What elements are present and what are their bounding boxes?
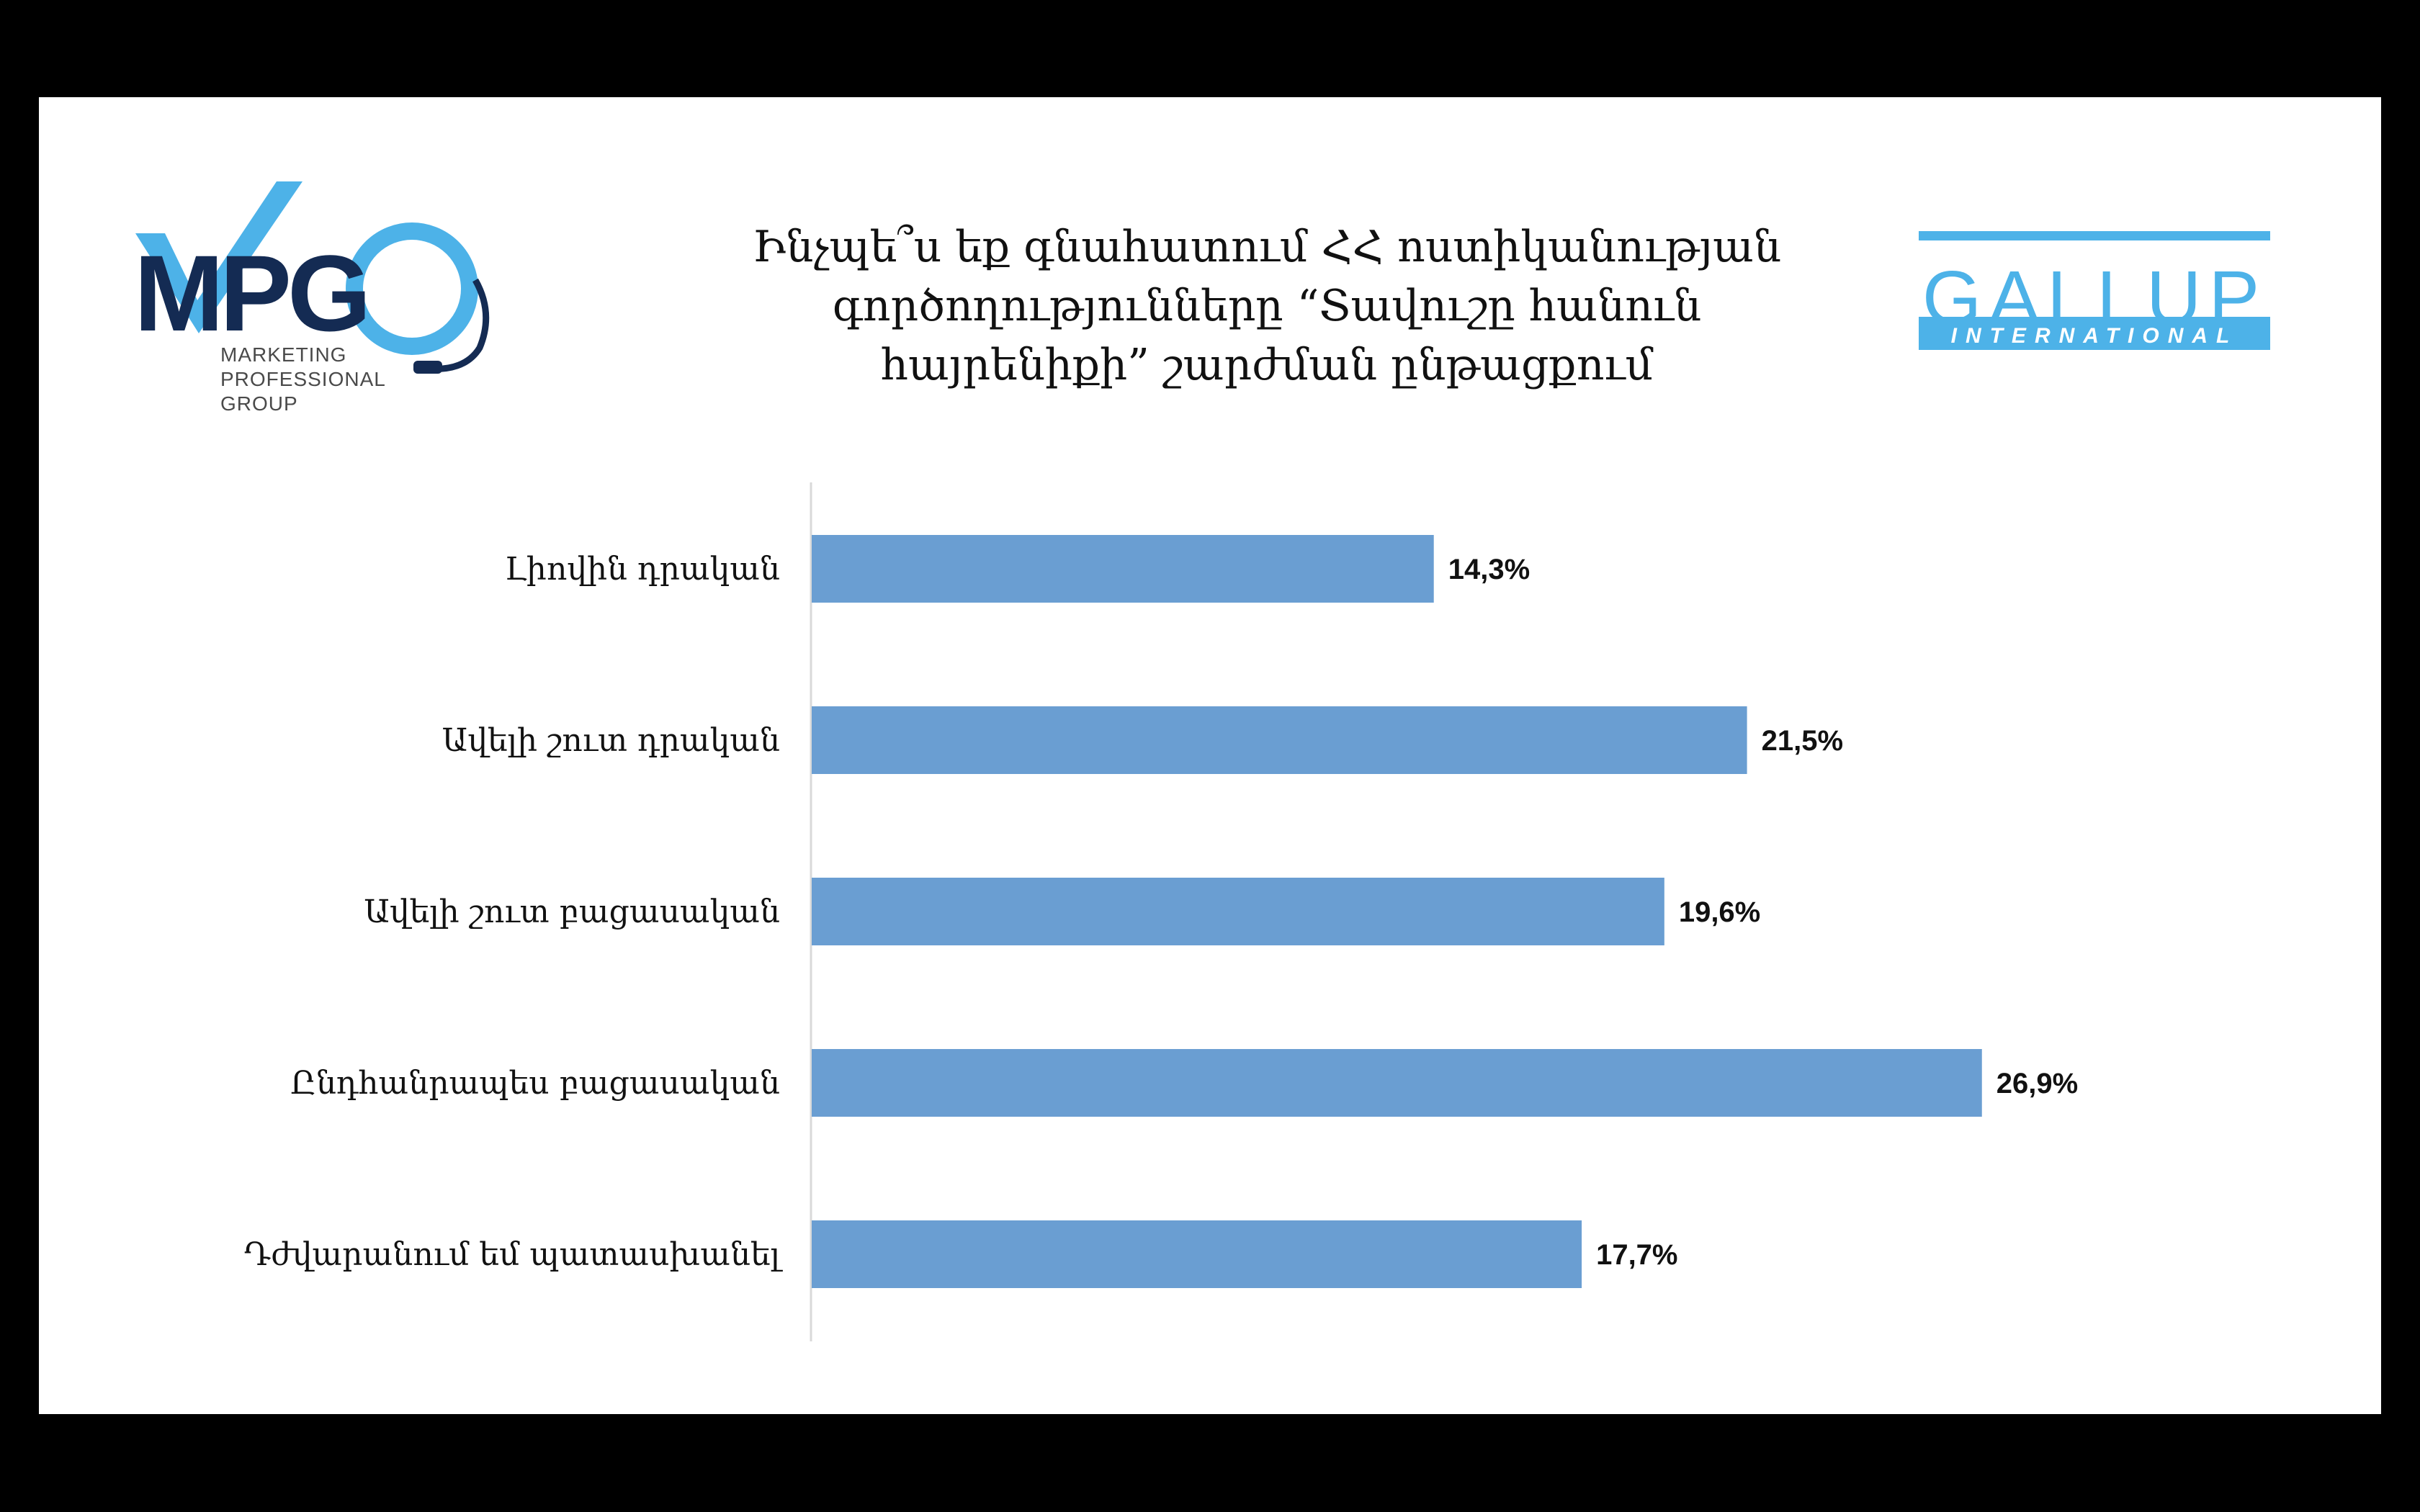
category-label-1: Լիովին դրական	[505, 551, 780, 588]
value-label-5: 17,7%	[1596, 1239, 1677, 1271]
bar-4	[812, 1049, 1982, 1117]
chart-area: MPG MARKETING PROFESSIONAL GROUP Ինչպե՞ս…	[134, 181, 2270, 1341]
value-label-3: 19,6%	[1679, 896, 1760, 928]
category-label-2: Ավելի շուտ դրական	[442, 722, 780, 759]
value-label-1: 14,3%	[1448, 554, 1530, 585]
title-line-2: գործողությունները “Տավուշը հանուն	[833, 281, 1701, 331]
title-line-1: Ինչպե՞ս եք գնահատում ՀՀ ոստիկանության	[753, 222, 1781, 272]
category-label-5: Դժվարանում եմ պատասխանել	[244, 1236, 784, 1273]
mpg-logo-mark: MPG	[134, 233, 367, 354]
mpg-logo: MPG MARKETING PROFESSIONAL GROUP	[134, 181, 490, 415]
mpg-headset-ring	[346, 222, 478, 355]
mpg-check-mark	[135, 181, 302, 333]
value-label-2: 21,5%	[1762, 725, 1843, 757]
mpg-line-3: GROUP	[220, 392, 298, 415]
gallup-international-logo: GALLUP INTERNATIONAL	[1919, 231, 2270, 350]
chart-title: Ինչպե՞ս եք գնահատում ՀՀ ոստիկանության գո…	[753, 222, 1781, 390]
slide-canvas: MPG MARKETING PROFESSIONAL GROUP Ինչպե՞ս…	[39, 97, 2381, 1414]
bar-2	[812, 706, 1747, 774]
category-label-4: Ընդհանրապես բացասական	[290, 1065, 780, 1102]
value-label-4: 26,9%	[1996, 1068, 2078, 1099]
mpg-mic-tip	[413, 361, 442, 374]
gallup-sub-label: INTERNATIONAL	[1951, 324, 2238, 348]
mpg-line-2: PROFESSIONAL	[220, 368, 386, 390]
bar-series: Լիովին դրական 14,3% Ավելի շուտ դրական 21,5%…	[244, 535, 2078, 1288]
gallup-top-bar	[1919, 231, 2270, 240]
mpg-line-1: MARKETING	[220, 343, 346, 366]
category-label-3: Ավելի շուտ բացասական	[364, 894, 780, 930]
gallup-sub-band	[1919, 317, 2270, 350]
bar-5	[812, 1220, 1582, 1288]
mpg-headset-mic-icon	[420, 278, 490, 372]
bar-1	[812, 535, 1434, 603]
bar-3	[812, 878, 1664, 945]
title-line-3: հայրենիքի” շարժման ընթացքում	[881, 340, 1654, 390]
